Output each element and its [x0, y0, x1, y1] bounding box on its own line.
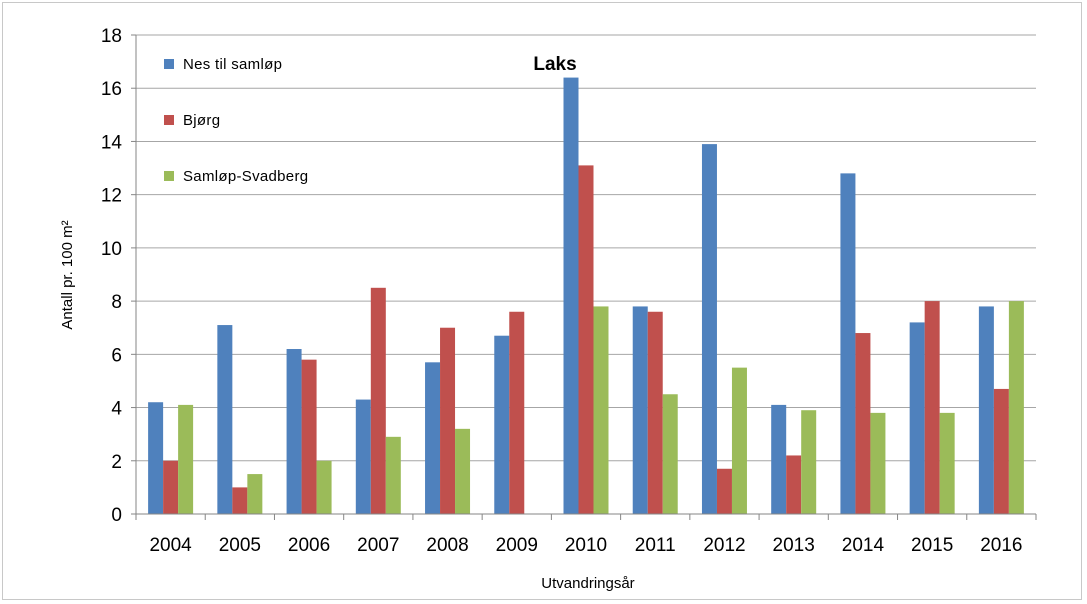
bar-saml-p-svadberg-2005: [247, 474, 263, 514]
bar-nes-til-saml-p-2013: [771, 404, 787, 514]
legend-swatch: [164, 171, 174, 181]
bar-bj-rg-2011: [647, 311, 663, 514]
axes: [131, 34, 1037, 520]
bar-bj-rg-2015: [924, 301, 940, 514]
bar-bj-rg-2013: [786, 455, 802, 514]
x-tick-label: 2012: [703, 535, 745, 556]
bar-nes-til-saml-p-2009: [494, 335, 510, 514]
x-tick-label: 2014: [842, 535, 885, 556]
bar-bj-rg-2016: [993, 388, 1009, 514]
bar-nes-til-saml-p-2012: [701, 144, 717, 514]
bar-saml-p-svadberg-2010: [593, 306, 609, 514]
bar-bj-rg-2004: [163, 460, 179, 514]
bar-bj-rg-2005: [232, 487, 248, 514]
bar-bj-rg-2014: [855, 333, 871, 514]
y-tick-label: 12: [101, 186, 122, 207]
bar-nes-til-saml-p-2011: [632, 306, 648, 514]
y-tick-label: 4: [111, 399, 122, 420]
x-tick-labels: 2004 2005 2006 2007 2008 2009 2010 2011 2012 2013…: [149, 535, 1022, 556]
bar-nes-til-saml-p-2005: [217, 325, 233, 514]
bar-bj-rg-2010: [578, 165, 594, 514]
bar-nes-til-saml-p-2014: [840, 173, 856, 514]
y-tick-label: 10: [101, 239, 122, 260]
bar-bj-rg-2006: [301, 359, 317, 514]
x-axis-label: Utvandringsår: [541, 575, 634, 592]
x-tick-label: 2013: [773, 535, 815, 556]
bar-nes-til-saml-p-2008: [425, 362, 441, 514]
bar-bj-rg-2007: [370, 287, 386, 514]
bar-saml-p-svadberg-2004: [178, 404, 194, 514]
bar-nes-til-saml-p-2007: [355, 399, 371, 514]
bar-saml-p-svadberg-2015: [939, 412, 955, 514]
x-tick-label: 2015: [911, 535, 953, 556]
bar-nes-til-saml-p-2004: [148, 402, 164, 514]
bars: [148, 77, 1024, 515]
x-tick-label: 2009: [496, 535, 538, 556]
legend-swatch: [164, 115, 174, 125]
chart-title: Laks: [533, 54, 576, 75]
bar-saml-p-svadberg-2016: [1008, 301, 1024, 514]
legend: Nes til samløp Bjørg Samløp-Svadberg: [164, 56, 308, 185]
bar-nes-til-saml-p-2015: [909, 322, 925, 514]
bar-bj-rg-2012: [716, 468, 732, 514]
y-tick-label: 14: [101, 132, 123, 153]
x-tick-label: 2007: [357, 535, 399, 556]
bar-saml-p-svadberg-2013: [801, 410, 817, 514]
x-tick-label: 2004: [149, 535, 192, 556]
bar-nes-til-saml-p-2010: [563, 77, 579, 515]
y-tick-label: 0: [111, 505, 122, 526]
bar-saml-p-svadberg-2014: [870, 412, 886, 514]
legend-label: Nes til samløp: [183, 56, 282, 73]
bar-saml-p-svadberg-2012: [731, 367, 747, 514]
x-tick-label: 2016: [980, 535, 1022, 556]
x-tick-label: 2008: [426, 535, 468, 556]
legend-label: Bjørg: [183, 112, 220, 129]
y-tick-label: 16: [101, 79, 122, 100]
bar-bj-rg-2008: [440, 327, 456, 514]
y-tick-label: 2: [111, 452, 122, 473]
y-tick-label: 8: [111, 292, 122, 313]
bar-saml-p-svadberg-2008: [455, 428, 471, 514]
bar-nes-til-saml-p-2006: [286, 349, 302, 514]
x-tick-label: 2011: [635, 535, 676, 556]
bar-bj-rg-2009: [509, 311, 525, 514]
bar-saml-p-svadberg-2007: [385, 436, 401, 514]
x-tick-label: 2005: [219, 535, 261, 556]
legend-swatch: [164, 59, 174, 69]
y-axis-label: Antall pr. 100 m²: [59, 220, 76, 329]
y-tick-labels: 0 2 4 6 8 10 12 14 16 18: [101, 26, 123, 526]
y-tick-label: 18: [101, 26, 122, 47]
bar-nes-til-saml-p-2016: [978, 306, 994, 514]
bar-saml-p-svadberg-2011: [662, 394, 678, 514]
x-tick-label: 2010: [565, 535, 607, 556]
legend-label: Samløp-Svadberg: [183, 168, 308, 185]
x-tick-label: 2006: [288, 535, 330, 556]
y-tick-label: 6: [111, 345, 122, 366]
bar-saml-p-svadberg-2006: [316, 460, 332, 514]
